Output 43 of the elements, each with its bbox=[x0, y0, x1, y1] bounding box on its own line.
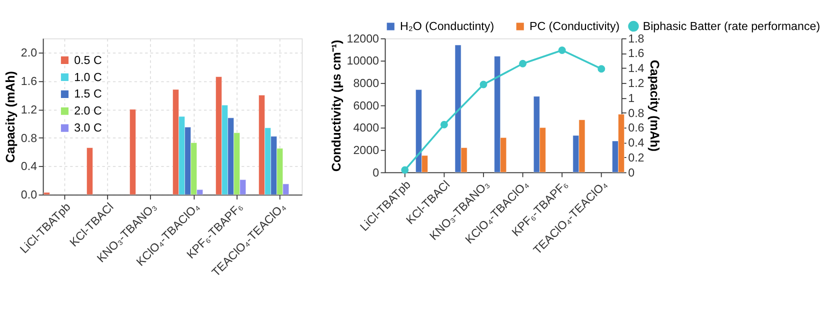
y-tick-label: 0.0 bbox=[20, 188, 38, 202]
y-tick-label: 6000 bbox=[353, 99, 380, 112]
y-axis-title: Capacity (mAh) bbox=[4, 71, 18, 163]
y-tick-label: 10000 bbox=[346, 54, 380, 68]
y-tick-label: 0.4 bbox=[20, 160, 38, 174]
y-tick-label: 0.8 bbox=[20, 132, 38, 145]
legend-label: Biphasic Batter (rate performance) bbox=[642, 20, 820, 33]
bar bbox=[130, 109, 136, 195]
y2-tick-label: 0.8 bbox=[628, 106, 644, 120]
y-tick-label: 12000 bbox=[346, 32, 380, 46]
y2-tick-label: 0.6 bbox=[628, 122, 644, 135]
y-tick-label: 2.0 bbox=[20, 46, 38, 60]
y-axis-title: Conductivity (μs cm⁻¹) bbox=[329, 40, 344, 172]
point bbox=[480, 80, 488, 88]
legend-label: PC (Conductivity) bbox=[529, 20, 620, 34]
y-tick-label: 2000 bbox=[353, 144, 380, 157]
y2-tick-label: 0.2 bbox=[628, 151, 644, 164]
point bbox=[519, 60, 527, 68]
y2-tick-label: 1.6 bbox=[628, 47, 644, 60]
legend-label: 3.0 C bbox=[74, 122, 102, 135]
legend-label: 1.5 C bbox=[74, 88, 102, 101]
legend-label: 1.0 C bbox=[74, 70, 102, 84]
y2-tick-label: 1.8 bbox=[628, 32, 644, 46]
y2-tick-label: 1.4 bbox=[628, 62, 645, 76]
point bbox=[598, 65, 606, 73]
legend-label: H₂O (Conductinty) bbox=[400, 20, 494, 34]
y2-tick-label: 0 bbox=[628, 166, 635, 180]
y2-tick-label: 1.2 bbox=[628, 77, 644, 90]
point bbox=[558, 46, 566, 54]
bar bbox=[44, 192, 50, 195]
y-tick-label: 0 bbox=[372, 166, 380, 180]
y2-tick-label: 1 bbox=[628, 92, 635, 105]
y-tick-label: 8000 bbox=[353, 77, 380, 90]
legend-label: 2.0 C bbox=[74, 104, 102, 118]
point bbox=[401, 166, 409, 174]
y-tick-label: 1.6 bbox=[20, 74, 38, 88]
y-tick-label: 1.2 bbox=[20, 103, 38, 116]
legend-label: 0.5 C bbox=[74, 54, 102, 67]
y2-tick-label: 0.4 bbox=[628, 136, 645, 150]
y-tick-label: 4000 bbox=[353, 122, 380, 135]
y2-axis-title: Capacity (mAh) bbox=[648, 60, 662, 152]
point bbox=[440, 120, 448, 128]
bar bbox=[86, 148, 93, 195]
